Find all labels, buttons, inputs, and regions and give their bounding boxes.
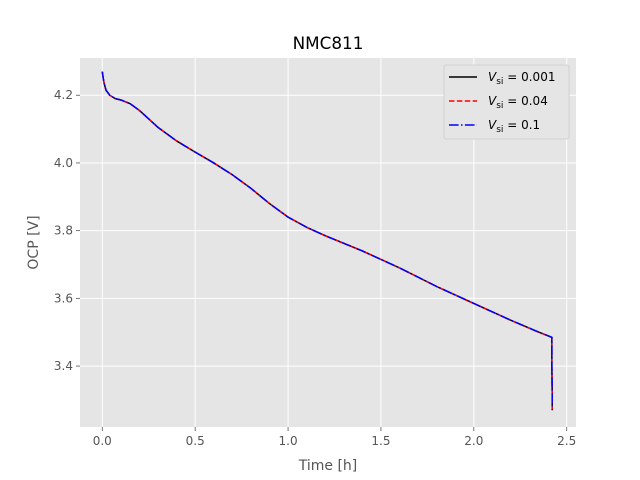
y-tick-label: 4.0	[54, 156, 73, 170]
y-axis-ticks: 3.4 3.6 3.8 4.0 4.2	[54, 88, 80, 373]
x-tick-label: 1.5	[371, 434, 390, 448]
legend-box	[443, 64, 570, 140]
legend-label-1: Vsi = 0.001	[488, 70, 555, 87]
legend-label-3: Vsi = 0.1	[488, 118, 540, 135]
x-tick-label: 2.5	[557, 434, 576, 448]
y-tick-label: 3.6	[54, 291, 73, 305]
series-line-3	[101, 71, 553, 411]
y-tick-label: 3.4	[54, 359, 73, 373]
y-tick-label: 4.2	[54, 88, 73, 102]
legend: Vsi = 0.001 Vsi = 0.04 Vsi = 0.1	[443, 64, 570, 140]
series-lines	[101, 71, 553, 411]
x-tick-label: 1.0	[279, 434, 298, 448]
x-tick-label: 2.0	[464, 434, 483, 448]
y-axis-label: OCP [V]	[26, 215, 42, 269]
x-axis-label: Time [h]	[298, 458, 358, 474]
x-tick-label: 0.0	[93, 434, 112, 448]
chart-title: NMC811	[293, 33, 364, 53]
x-tick-label: 0.5	[186, 434, 205, 448]
x-axis-ticks: 0.0 0.5 1.0 1.5 2.0 2.5	[93, 427, 576, 448]
legend-label-2: Vsi = 0.04	[488, 94, 548, 111]
y-tick-label: 3.8	[54, 224, 73, 238]
